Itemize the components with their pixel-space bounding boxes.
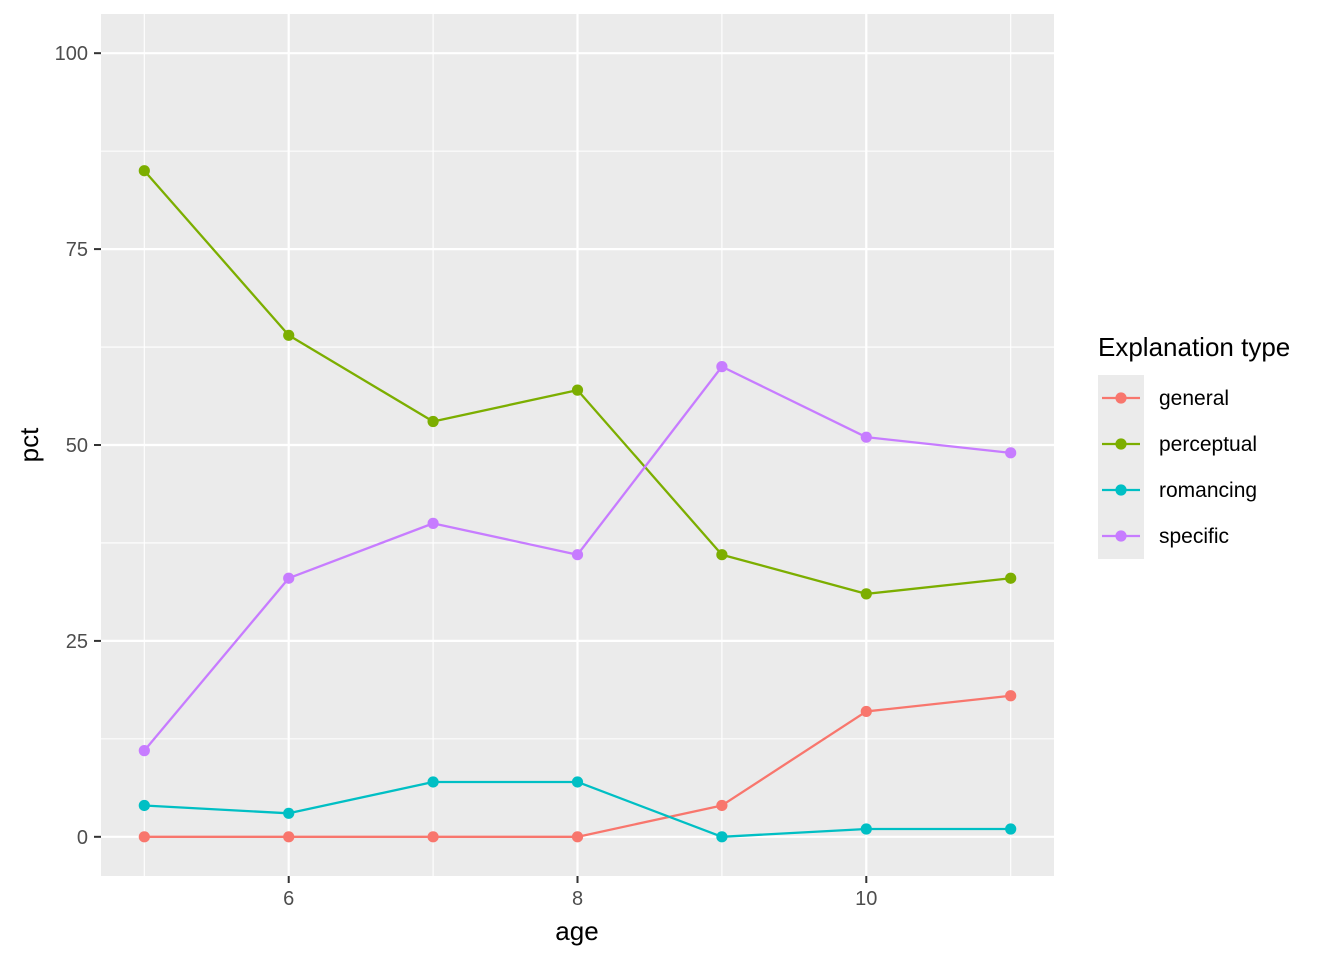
legend-label: general <box>1159 387 1229 410</box>
x-tick-label: 10 <box>855 888 877 910</box>
data-point-general <box>427 831 439 843</box>
legend-item-romancing: romancing <box>1102 479 1257 502</box>
data-point-general <box>283 831 295 843</box>
series-layer <box>138 165 1017 843</box>
y-tick-label: 100 <box>55 43 88 65</box>
data-point-romancing <box>427 776 439 788</box>
data-point-general <box>716 799 728 812</box>
data-point-perceptual <box>571 384 584 396</box>
legend-title: Explanation type <box>1098 332 1290 362</box>
data-point-specific <box>860 431 872 443</box>
data-point-romancing <box>860 823 872 835</box>
legend-label: perceptual <box>1159 433 1257 456</box>
data-point-general <box>1005 690 1017 702</box>
legend-key-point <box>1115 484 1127 496</box>
data-point-specific <box>571 549 584 561</box>
series-specific <box>138 361 1017 757</box>
series-perceptual <box>138 165 1017 600</box>
x-axis: 6 8 10 <box>283 876 877 910</box>
y-tick-label: 50 <box>66 435 88 457</box>
data-point-perceptual <box>427 415 439 428</box>
legend-key-point <box>1115 438 1127 450</box>
data-point-romancing <box>571 776 584 788</box>
data-point-specific <box>1005 447 1017 459</box>
y-tick-label: 0 <box>77 827 88 849</box>
data-point-specific <box>427 517 439 529</box>
legend: Explanation type general perceptual romanc… <box>1098 332 1290 559</box>
data-point-romancing <box>1005 823 1017 835</box>
legend-label: specific <box>1159 525 1229 548</box>
data-point-general <box>571 831 584 843</box>
legend-key-point <box>1115 530 1127 542</box>
data-point-perceptual <box>283 329 295 341</box>
legend-item-specific: specific <box>1102 525 1229 548</box>
series-romancing <box>138 776 1017 843</box>
data-point-specific <box>283 572 295 584</box>
legend-key-point <box>1115 392 1127 404</box>
y-axis-title: pct <box>14 427 44 462</box>
major-gridlines <box>101 14 1054 876</box>
data-point-perceptual <box>860 588 872 600</box>
data-point-general <box>860 705 872 718</box>
series-general <box>138 690 1017 843</box>
legend-label: romancing <box>1159 479 1257 502</box>
data-point-romancing <box>138 799 150 812</box>
data-point-perceptual <box>1005 572 1017 584</box>
data-point-specific <box>716 361 728 373</box>
data-point-perceptual <box>716 549 728 561</box>
y-tick-label: 25 <box>66 631 88 653</box>
data-point-general <box>138 831 150 843</box>
y-axis: 0 25 50 75 100 <box>55 43 101 849</box>
y-tick-label: 75 <box>66 239 88 261</box>
data-point-romancing <box>283 807 295 819</box>
legend-key-background <box>1098 375 1144 559</box>
data-point-specific <box>138 745 150 757</box>
legend-item-general: general <box>1102 387 1229 410</box>
x-axis-title: age <box>555 916 598 946</box>
data-point-romancing <box>716 831 728 843</box>
data-point-perceptual <box>138 165 150 177</box>
x-tick-label: 8 <box>572 888 583 910</box>
legend-item-perceptual: perceptual <box>1102 433 1257 456</box>
legend-items: general perceptual romancing specific <box>1102 387 1257 548</box>
x-tick-label: 6 <box>283 888 294 910</box>
